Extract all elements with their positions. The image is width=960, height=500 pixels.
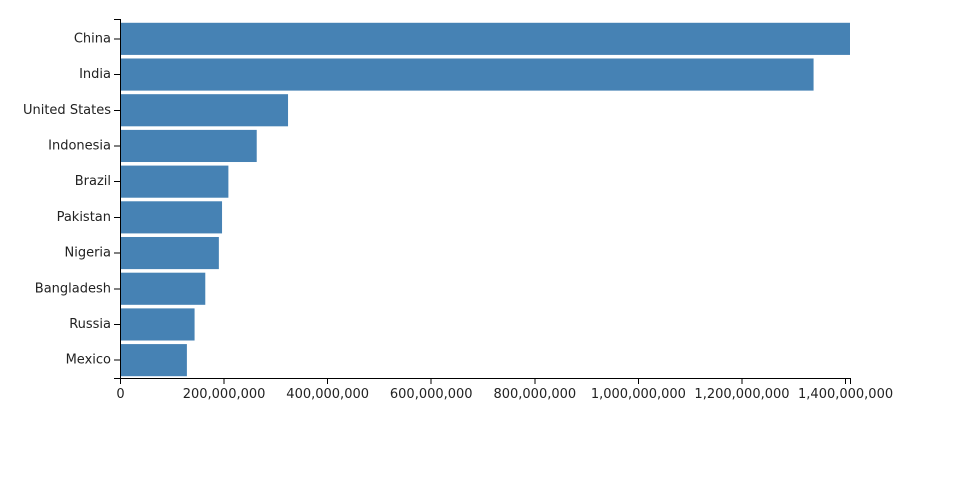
y-tick-label-united-states: United States [23,103,111,118]
x-axis: 0 200,000,000 400,000,000 600,000,000 800,00… [116,378,893,402]
bars-group [120,22,850,377]
bar-brazil [120,165,229,198]
y-tick-label-india: India [79,67,111,82]
y-tick-label-china: China [74,31,111,46]
bar-india [120,58,814,91]
x-tick-label-3: 600,000,000 [390,387,473,402]
bar-bangladesh [120,272,206,305]
y-tick-label-brazil: Brazil [75,174,111,189]
x-tick-label-1: 200,000,000 [183,387,266,402]
y-tick-label-russia: Russia [69,317,111,332]
bar-nigeria [120,236,219,270]
bar-indonesia [120,129,257,163]
x-tick-label-5: 1,000,000,000 [591,387,686,402]
x-tick-label-6: 1,200,000,000 [694,387,789,402]
x-axis-line [120,378,851,384]
x-tick-label-7: 1,400,000,000 [798,387,893,402]
y-tick-label-mexico: Mexico [66,353,111,368]
bar-russia [120,308,195,341]
bar-china [120,22,850,55]
bar-mexico [120,344,187,377]
x-tick-label-2: 400,000,000 [286,387,369,402]
y-tick-label-pakistan: Pakistan [57,210,111,225]
bar-united-states [120,94,289,127]
y-tick-label-indonesia: Indonesia [48,138,111,153]
x-tick-label-4: 800,000,000 [493,387,576,402]
y-axis: China India United States Indonesia Brazil Pa… [23,19,121,379]
y-tick-label-bangladesh: Bangladesh [35,281,111,296]
bar-pakistan [120,201,223,234]
y-axis-line [114,19,121,379]
x-tick-label-0: 0 [116,387,124,402]
y-tick-label-nigeria: Nigeria [64,246,111,261]
